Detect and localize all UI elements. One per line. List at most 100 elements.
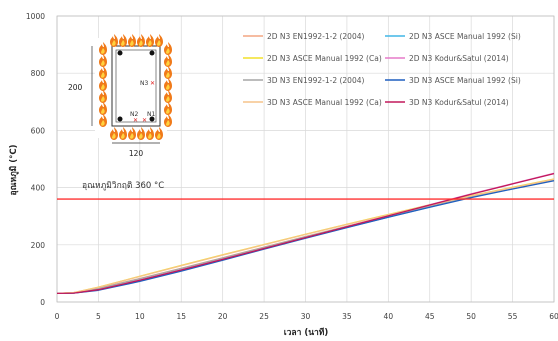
- flame-inner: [101, 72, 105, 78]
- flame-inner: [101, 120, 105, 126]
- legend: 2D N3 EN1992-1-2 (2004) 2D N3 ASCE Manual…: [243, 32, 521, 107]
- fire-icon: [164, 54, 172, 67]
- flame-inner: [101, 60, 105, 66]
- rebar-top-left: [117, 50, 123, 56]
- x-tick-label: 5: [96, 312, 101, 321]
- fire-icon: [164, 66, 172, 79]
- fire-icon: [164, 102, 172, 115]
- x-axis-label: เวลา (นาที): [284, 327, 329, 338]
- flame-inner: [139, 133, 143, 139]
- y-tick-labels: 0 200 400 600 800 1000: [26, 12, 45, 307]
- critical-temperature-label: อุณหภูมิวิกฤติ 360 °C: [82, 181, 164, 191]
- flame-inner: [166, 60, 170, 66]
- series-line-7: [56, 178, 555, 295]
- fire-icon: [128, 34, 136, 47]
- legend-label-7: 3D N3 ASCE Manual 1992 (Ca): [267, 98, 382, 107]
- flame-inner: [130, 133, 134, 139]
- y-tick-label: 600: [31, 126, 46, 135]
- legend-label-2: 2D N3 ASCE Manual 1992 (Si): [409, 32, 521, 41]
- rebar-bottom-right: [149, 116, 155, 122]
- flame-inner: [101, 108, 105, 114]
- series-line-8: [56, 172, 555, 295]
- flame-inner: [112, 40, 116, 46]
- cross-section-inset: ✕ N3 ✕ N2 ✕ N1 200 120: [68, 34, 172, 158]
- flame-inner: [166, 108, 170, 114]
- x-tick-label: 35: [342, 312, 352, 321]
- fire-icon: [99, 90, 107, 103]
- x-tick-labels: 0 5 10 15 20 25 30 35 40 45 50 55 60: [55, 312, 558, 321]
- flame-inner: [166, 96, 170, 102]
- legend-label-8: 3D N3 Kodur&Satul (2014): [409, 98, 509, 107]
- flame-inner: [166, 48, 170, 54]
- flame-inner: [130, 40, 134, 46]
- flame-inner: [148, 40, 152, 46]
- x-tick-label: 45: [425, 312, 435, 321]
- flame-inner: [157, 133, 161, 139]
- legend-label-5: 3D N3 EN1992-1-2 (2004): [267, 76, 364, 85]
- fire-icon: [164, 90, 172, 103]
- y-tick-label: 800: [31, 69, 46, 78]
- x-tick-label: 10: [135, 312, 145, 321]
- fire-icon: [137, 34, 145, 47]
- fire-icon: [155, 34, 163, 47]
- x-tick-label: 60: [549, 312, 558, 321]
- fire-icon: [146, 127, 154, 140]
- flame-inner: [157, 40, 161, 46]
- fire-icon: [119, 34, 127, 47]
- point-n3-label: N3: [140, 80, 148, 87]
- fire-icon: [99, 114, 107, 127]
- fire-icon: [128, 127, 136, 140]
- fire-icon: [155, 127, 163, 140]
- x-tick-label: 15: [176, 312, 186, 321]
- fire-icon: [110, 127, 118, 140]
- x-tick-label: 30: [301, 312, 311, 321]
- x-tick-label: 50: [466, 312, 476, 321]
- fire-icon: [146, 34, 154, 47]
- fire-icon: [137, 127, 145, 140]
- point-n3-cross-icon: ✕: [150, 80, 155, 87]
- flame-inner: [112, 133, 116, 139]
- flame-inner: [101, 96, 105, 102]
- legend-label-4: 2D N3 Kodur&Satul (2014): [409, 54, 509, 63]
- fire-icons: [99, 34, 172, 140]
- plot-frame: [56, 15, 555, 303]
- beam-section: [111, 45, 161, 127]
- legend-label-6: 3D N3 ASCE Manual 1992 (Si): [409, 76, 521, 85]
- flame-inner: [101, 48, 105, 54]
- y-tick-label: 0: [40, 298, 45, 307]
- flame-inner: [121, 40, 125, 46]
- rebar-top-right: [149, 50, 155, 56]
- point-n1-label: N1: [147, 111, 155, 118]
- axes: [56, 15, 555, 303]
- point-n2-label: N2: [130, 111, 138, 118]
- width-dimension-label: 120: [129, 149, 144, 158]
- flame-inner: [139, 40, 143, 46]
- flame-inner: [166, 84, 170, 90]
- flame-inner: [166, 120, 170, 126]
- fire-icon: [164, 78, 172, 91]
- fire-icon: [99, 54, 107, 67]
- height-dimension-label: 200: [68, 83, 83, 92]
- x-tick-label: 20: [218, 312, 228, 321]
- y-tick-label: 200: [31, 241, 46, 250]
- flame-inner: [121, 133, 125, 139]
- fire-icon: [99, 102, 107, 115]
- legend-label-1: 2D N3 EN1992-1-2 (2004): [267, 32, 364, 41]
- fire-icon: [99, 78, 107, 91]
- x-tick-label: 55: [508, 312, 518, 321]
- legend-label-3: 2D N3 ASCE Manual 1992 (Ca): [267, 54, 382, 63]
- fire-icon: [119, 127, 127, 140]
- y-tick-label: 400: [31, 184, 46, 193]
- fire-icon: [99, 66, 107, 79]
- stirrup: [115, 49, 157, 123]
- x-tick-label: 25: [259, 312, 269, 321]
- point-n2-cross-icon: ✕: [133, 117, 138, 124]
- fire-icon: [164, 114, 172, 127]
- fire-icon: [99, 42, 107, 55]
- point-n1-cross-icon: ✕: [142, 117, 147, 124]
- fire-icon: [164, 42, 172, 55]
- y-axis-label: อุณหภูมิ (°C): [8, 144, 19, 195]
- flame-inner: [148, 133, 152, 139]
- flame-inner: [166, 72, 170, 78]
